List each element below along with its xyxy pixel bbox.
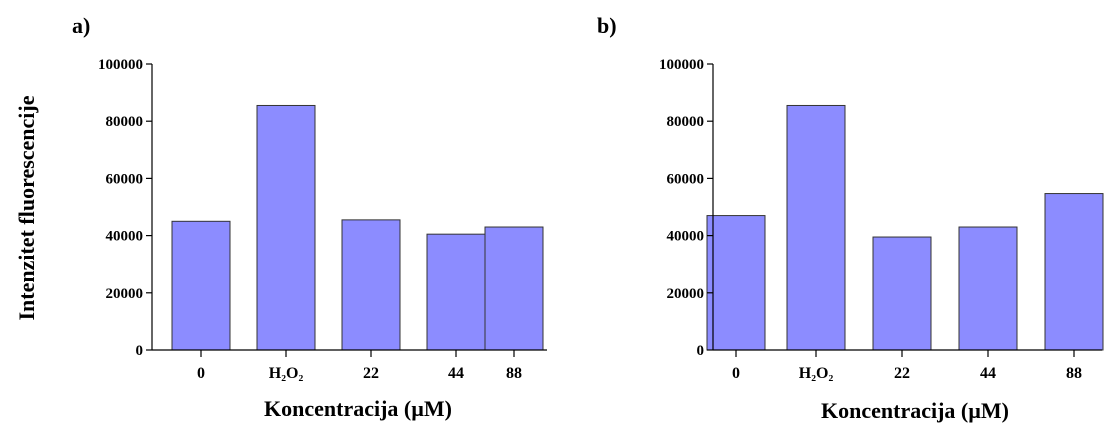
panel-label-b: b) [597,13,617,38]
bar-a-4 [484,226,544,351]
bar-b-3 [958,226,1018,351]
chart-panel-a: a) Koncentracija (µM) 0 20000 40000 60000 80… [72,13,547,421]
x-tick-label: 0 [197,365,205,382]
y-tick-label: 60000 [667,171,705,187]
x-tick-label: 22 [894,365,910,382]
x-tick-label: H₂O₂ [799,365,834,382]
y-tick-label: 100000 [659,57,704,73]
y-axis-label: Intenzitet fluorescencije [14,95,39,320]
x-tick-label: 44 [448,365,464,382]
x-axis-label-a: Koncentracija (µM) [264,396,452,421]
y-tick-label: 60000 [106,171,144,187]
y-tick-label: 80000 [667,114,705,130]
y-tick-label: 40000 [667,229,705,245]
chart-panel-b: b) Koncentracija (µM) 0 20000 40000 60000 80… [597,13,1104,423]
y-tick-label: 80000 [106,114,144,130]
y-tick-label: 0 [697,343,705,359]
bar-b-1 [786,104,846,351]
panel-label-a: a) [72,13,90,38]
x-tick-label: 22 [363,365,379,382]
y-tick-label: 40000 [106,229,144,245]
y-tick-label: 0 [136,343,144,359]
x-axis-label-b: Koncentracija (µM) [821,398,1009,423]
bar-a-0 [171,220,231,351]
x-tick-label: 88 [1066,365,1082,382]
bar-a-1 [256,104,316,351]
x-tick-label: 44 [980,365,996,382]
bar-a-3 [426,233,486,351]
bar-a-2 [341,219,401,351]
x-tick-label: 0 [732,365,740,382]
bar-b-4 [1044,193,1104,351]
bar-b-0 [706,215,766,351]
y-tick-label: 100000 [98,57,143,73]
y-tick-label: 20000 [106,286,144,302]
x-tick-label: H₂O₂ [269,365,304,382]
bar-b-2 [872,236,932,351]
y-tick-label: 20000 [667,286,705,302]
x-tick-label: 88 [506,365,522,382]
